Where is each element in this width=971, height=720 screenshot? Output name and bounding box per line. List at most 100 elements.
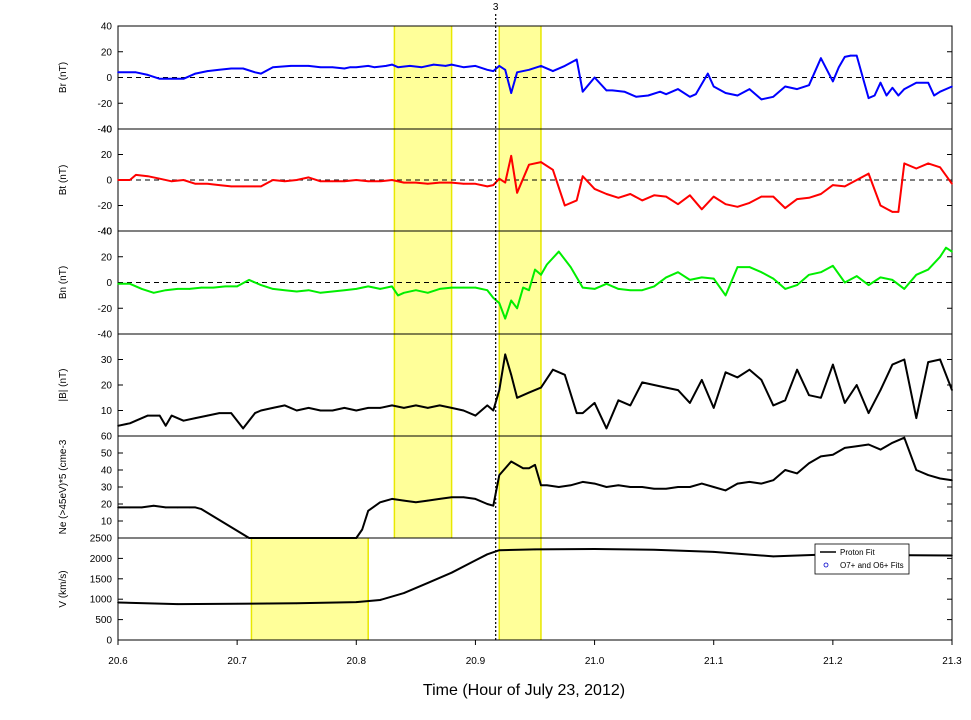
data-point-b xyxy=(403,407,405,409)
data-point-bn xyxy=(701,276,703,279)
data-point-bt xyxy=(260,185,262,188)
y-tick-label: -20 xyxy=(98,99,113,110)
data-point-v xyxy=(486,553,489,556)
data-point-b xyxy=(415,404,417,407)
data-point-br xyxy=(647,94,649,97)
data-point-b xyxy=(689,402,691,404)
data-point-bt xyxy=(605,193,608,195)
data-point-br xyxy=(635,96,638,98)
data-point-b xyxy=(552,368,554,371)
data-point-ne xyxy=(391,498,393,500)
data-point-br xyxy=(135,71,137,74)
data-point-br xyxy=(290,65,292,67)
data-point-b xyxy=(927,361,929,363)
data-point-bn xyxy=(927,268,929,271)
data-point-ne xyxy=(641,486,643,488)
data-point-br xyxy=(444,65,447,67)
data-point-br xyxy=(677,88,679,90)
data-point-bt xyxy=(462,183,465,185)
data-point-ne xyxy=(129,506,131,509)
data-point-b xyxy=(284,404,286,407)
data-point-bn xyxy=(641,289,643,292)
data-point-bn xyxy=(331,290,334,293)
data-point-b xyxy=(528,391,530,394)
data-point-ne xyxy=(415,501,417,504)
data-point-bn xyxy=(796,284,798,286)
data-point-b xyxy=(147,414,149,417)
y-tick-label: 10 xyxy=(101,517,113,528)
data-point-br xyxy=(897,94,900,97)
data-point-bt xyxy=(343,180,346,183)
data-point-ne xyxy=(844,447,846,449)
data-point-bt xyxy=(653,194,655,197)
data-point-b xyxy=(516,397,518,399)
data-point-ne xyxy=(492,504,495,507)
x-axis: 20.6 20.7 20.8 20.9 21.0 21.1 21.2 21.3 xyxy=(108,640,962,667)
data-point-b xyxy=(581,412,584,414)
data-point-b xyxy=(605,427,608,430)
data-point-b xyxy=(629,404,632,407)
data-point-bn xyxy=(141,288,143,290)
data-point-b xyxy=(295,409,298,412)
y-tick-label: -40 xyxy=(98,227,113,238)
data-point-ne xyxy=(903,436,906,439)
data-point-br xyxy=(230,67,232,70)
data-point-ne xyxy=(665,487,667,490)
data-point-bn xyxy=(558,250,560,253)
data-point-bn xyxy=(224,285,226,288)
data-point-bt xyxy=(218,184,221,186)
data-point-b xyxy=(331,409,334,412)
y-axis-label: Br (nT) xyxy=(58,62,69,93)
data-point-bn xyxy=(427,292,429,294)
data-point-v xyxy=(498,549,501,551)
data-point-b xyxy=(891,363,894,366)
data-point-br xyxy=(867,97,870,99)
data-point-bt xyxy=(552,169,554,171)
data-point-bt xyxy=(510,155,512,157)
data-point-ne xyxy=(760,482,763,485)
data-point-br xyxy=(504,69,507,71)
data-point-bt xyxy=(796,198,798,200)
data-point-br xyxy=(528,69,530,71)
data-point-ne xyxy=(736,482,739,485)
panel-frame xyxy=(117,537,953,641)
data-point-ne xyxy=(152,504,155,507)
data-point-b xyxy=(462,409,465,412)
data-point-v xyxy=(295,602,298,605)
y-axis-label: V (km/s) xyxy=(58,570,69,607)
event-marker-label: 3 xyxy=(493,2,499,13)
data-point-bt xyxy=(379,180,381,183)
data-point-bn xyxy=(808,274,810,276)
data-point-bt xyxy=(438,181,441,184)
y-tick-label: 2500 xyxy=(90,534,113,545)
marker-layer: 3 xyxy=(493,2,499,640)
data-point-ne xyxy=(772,479,775,482)
data-point-b xyxy=(832,363,834,366)
data-point-br xyxy=(331,66,334,68)
data-point-bn xyxy=(504,317,507,320)
data-point-bt xyxy=(474,183,477,185)
data-point-bt xyxy=(903,162,906,165)
data-point-bn xyxy=(129,283,131,285)
y-tick-label: 50 xyxy=(101,449,113,460)
data-point-br xyxy=(838,66,840,68)
data-point-b xyxy=(379,407,381,409)
y-axis-label: |B| (nT) xyxy=(58,369,69,402)
data-point-bt xyxy=(355,179,358,181)
data-point-ne xyxy=(712,486,715,488)
data-point-br xyxy=(343,67,346,70)
data-point-ne xyxy=(784,469,786,471)
data-point-b xyxy=(319,409,322,412)
data-point-b xyxy=(575,412,578,414)
data-point-b xyxy=(748,368,751,371)
data-point-br xyxy=(170,78,173,80)
data-point-br xyxy=(319,66,322,68)
data-point-bn xyxy=(581,286,584,289)
data-point-bn xyxy=(951,250,953,253)
data-point-ne xyxy=(367,510,370,512)
data-point-br xyxy=(611,89,614,92)
data-point-ne xyxy=(474,498,477,500)
y-tick-label: 40 xyxy=(101,466,113,477)
data-point-br xyxy=(933,94,935,97)
data-point-v xyxy=(450,571,453,574)
